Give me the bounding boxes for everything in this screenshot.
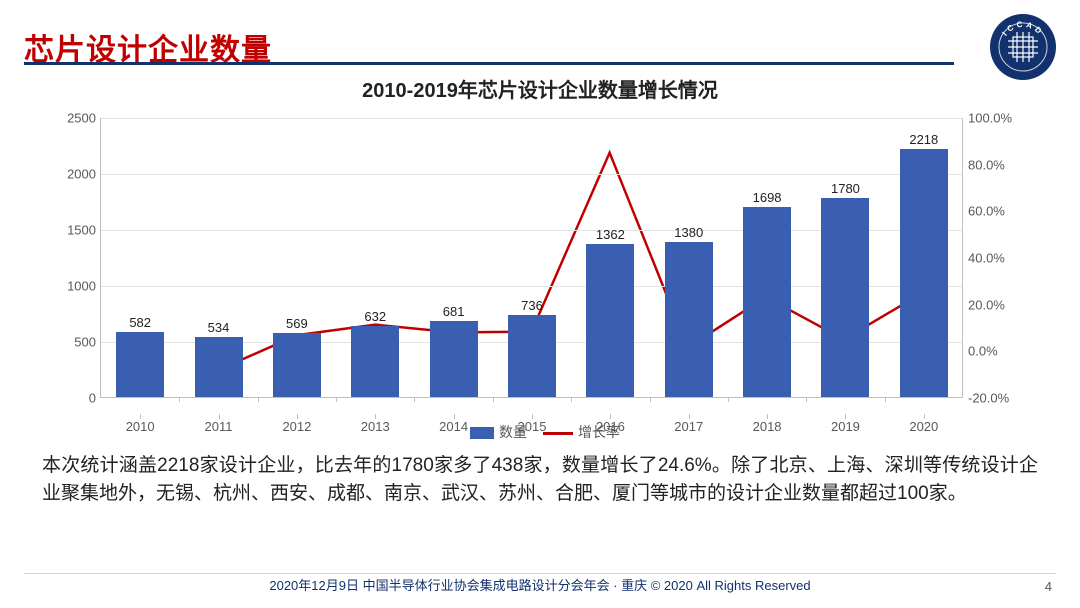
bar-rect <box>586 244 634 397</box>
footer-text: 2020年12月9日 中国半导体行业协会集成电路设计分会年会 · 重庆 © 20… <box>0 575 1080 594</box>
x-tick <box>650 397 651 402</box>
bar-value-label: 569 <box>286 316 308 331</box>
bar: 534 <box>195 320 243 397</box>
x-tick <box>179 397 180 402</box>
bar-value-label: 736 <box>521 298 543 313</box>
header: 芯片设计企业数量 ICCAD <box>24 14 1056 80</box>
grid-line <box>101 118 962 119</box>
bar-rect <box>116 332 164 397</box>
bar: 2218 <box>900 132 948 397</box>
bar-rect <box>821 198 869 397</box>
bar-value-label: 632 <box>364 309 386 324</box>
bar: 569 <box>273 316 321 397</box>
logo-icon: ICCAD <box>993 17 1053 77</box>
y1-tick-label: 2000 <box>46 167 96 182</box>
bar-rect <box>508 315 556 397</box>
y2-tick-label: 60.0% <box>968 204 1028 219</box>
body-text: 本次统计涵盖2218家设计企业，比去年的1780家多了438家，数量增长了24.… <box>42 452 1038 507</box>
grid-line <box>101 174 962 175</box>
x-tick <box>414 397 415 402</box>
y2-tick-label: 40.0% <box>968 251 1028 266</box>
x-tick <box>493 397 494 402</box>
bar-rect <box>743 207 791 397</box>
line-path <box>219 153 922 370</box>
x-tick <box>336 397 337 402</box>
y2-tick-label: 80.0% <box>968 157 1028 172</box>
legend-line-label: 增长率 <box>578 424 620 440</box>
legend-line-swatch <box>543 432 573 435</box>
y1-tick-label: 500 <box>46 335 96 350</box>
x-tick <box>806 397 807 402</box>
bar: 632 <box>351 309 399 397</box>
bar: 1362 <box>586 227 634 397</box>
bar-rect <box>351 326 399 397</box>
bar: 1380 <box>665 225 713 397</box>
bar-value-label: 681 <box>443 304 465 319</box>
legend-bar-label: 数量 <box>499 424 527 440</box>
x-tick <box>571 397 572 402</box>
plot-area: 2010201120122013201420152016201720182019… <box>100 118 962 398</box>
chart-title: 2010-2019年芯片设计企业数量增长情况 <box>0 74 1080 103</box>
page-number: 4 <box>1045 579 1052 594</box>
bar-rect <box>430 321 478 397</box>
y2-tick-label: -20.0% <box>968 391 1028 406</box>
bar-value-label: 1698 <box>753 190 782 205</box>
bar-rect <box>273 333 321 397</box>
bar-value-label: 1780 <box>831 181 860 196</box>
y2-tick-label: 20.0% <box>968 297 1028 312</box>
chart: 2010201120122013201420152016201720182019… <box>44 106 1036 442</box>
bar-rect <box>900 149 948 397</box>
bar: 582 <box>116 315 164 397</box>
bar-value-label: 1362 <box>596 227 625 242</box>
x-tick <box>258 397 259 402</box>
bar-value-label: 2218 <box>909 132 938 147</box>
y2-axis <box>962 118 963 398</box>
bar-value-label: 582 <box>129 315 151 330</box>
iccad-logo: ICCAD <box>990 14 1056 80</box>
slide: 芯片设计企业数量 ICCAD 2010-2019年芯片设计企业数量增长情况 <box>0 0 1080 608</box>
legend-bar-swatch <box>470 427 494 439</box>
legend: 数量 增长率 <box>44 422 1036 442</box>
bar-value-label: 1380 <box>674 225 703 240</box>
y1-tick-label: 1500 <box>46 223 96 238</box>
y1-tick-label: 2500 <box>46 111 96 126</box>
y2-tick-label: 0.0% <box>968 344 1028 359</box>
y2-tick-label: 100.0% <box>968 111 1028 126</box>
bar: 1698 <box>743 190 791 397</box>
bar-rect <box>665 242 713 397</box>
x-tick <box>885 397 886 402</box>
bar-value-label: 534 <box>208 320 230 335</box>
title-underline <box>24 62 954 65</box>
y1-tick-label: 1000 <box>46 279 96 294</box>
footer-divider <box>24 573 1056 574</box>
bar-rect <box>195 337 243 397</box>
bar: 1780 <box>821 181 869 397</box>
bar: 736 <box>508 298 556 397</box>
bar: 681 <box>430 304 478 397</box>
y1-tick-label: 0 <box>46 391 96 406</box>
x-tick <box>728 397 729 402</box>
